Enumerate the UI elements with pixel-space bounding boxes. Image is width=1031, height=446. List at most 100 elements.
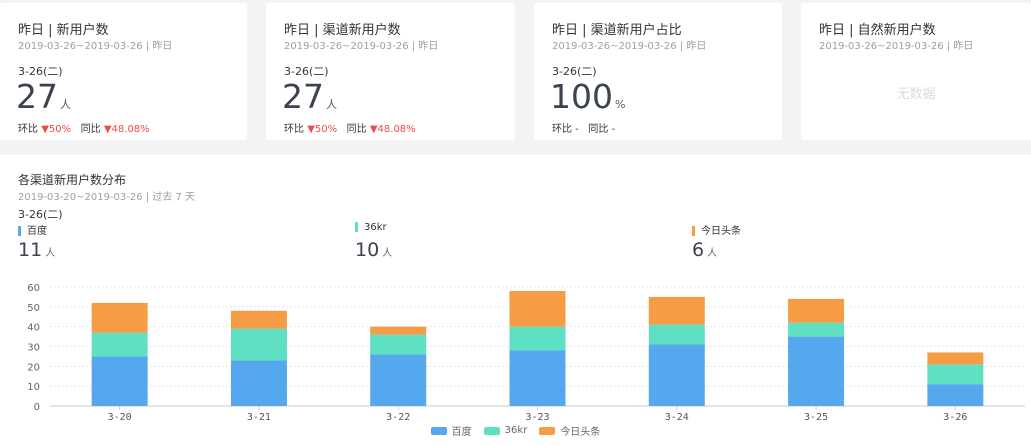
bar-segment (648, 344, 705, 406)
ring-label: 环比 - (552, 124, 579, 135)
x-tick-label: 3-21 (247, 412, 271, 421)
bar-segment (648, 296, 705, 325)
legend-swatch (430, 426, 447, 435)
legend-value-baidu: 11 人 (18, 239, 55, 261)
y-tick-label: 30 (27, 343, 40, 354)
value-unit: 人 (45, 248, 56, 259)
card-compare: 环比 ▼50% 同比 ▼48.08% (18, 120, 150, 135)
value-unit: 人 (382, 248, 393, 259)
legend-item-toutiao[interactable]: 今日头条 (692, 222, 741, 237)
bar-segment (509, 326, 566, 351)
bar-segment (91, 356, 148, 406)
value-number: 6 (692, 239, 705, 261)
value-number: 10 (355, 239, 380, 261)
bar-segment (788, 336, 845, 406)
bar-segment (230, 360, 287, 406)
stacked-bar-chart: 0 10 20 30 40 50 60 3-20 3-21 3-22 3-23 3-24 3-25 3-2… (27, 283, 1025, 421)
legend-item-baidu[interactable]: 百度 (18, 222, 47, 237)
36kr-swatch (355, 222, 358, 232)
value-unit: 人 (707, 248, 718, 259)
legend-label: 百度 (451, 427, 472, 438)
legend-item-36kr[interactable]: 36kr (355, 222, 387, 233)
yoy-label: 同比 - (588, 124, 616, 135)
ring-value: ▼50% (41, 124, 72, 135)
card-subtitle: 2019-03-26~2019-03-26 | 昨日 (552, 41, 707, 52)
x-tick-label: 3-26 (943, 412, 967, 421)
ring-label: 环比 (18, 124, 38, 135)
bar-segment (370, 334, 427, 355)
card-value: 27 人 (282, 77, 337, 125)
x-tick-label: 3-20 (108, 412, 132, 421)
section-title: 各渠道新用户数分布 (18, 173, 127, 187)
kpi-card-channel-ratio: 昨日 | 渠道新用户占比 2019-03-26~2019-03-26 | 昨日 … (534, 3, 782, 140)
x-tick-label: 3-24 (665, 412, 689, 421)
chart-legend-item[interactable]: 36kr (483, 425, 528, 436)
y-tick-label: 10 (27, 382, 40, 393)
card-title: 昨日 | 新用户数 (18, 23, 109, 38)
legend-label: 36kr (504, 425, 528, 436)
bar-segment (91, 332, 148, 357)
bar-segment (91, 302, 148, 333)
legend-label: 今日头条 (560, 427, 601, 438)
bar-segment (648, 324, 705, 345)
chart-legend-item[interactable]: 百度 (430, 423, 472, 438)
legend-swatch (483, 426, 500, 435)
card-value: 100% (550, 77, 625, 125)
kpi-card-channel-new-users: 昨日 | 渠道新用户数 2019-03-26~2019-03-26 | 昨日 3… (266, 3, 515, 140)
card-value-number: 27 (282, 77, 324, 116)
x-tick-label: 3-23 (525, 412, 549, 421)
kpi-card-organic-new-users: 昨日 | 自然新用户数 2019-03-26~2019-03-26 | 昨日 无… (801, 3, 1031, 140)
bar-segment (370, 326, 427, 335)
no-data-text: 无数据 (896, 87, 936, 102)
card-subtitle: 2019-03-26~2019-03-26 | 昨日 (284, 41, 439, 52)
legend-label: 百度 (27, 226, 47, 237)
x-tick-label: 3-25 (804, 412, 828, 421)
card-value-unit: 人 (326, 98, 337, 111)
ring-label: 环比 (284, 124, 304, 135)
card-title: 昨日 | 自然新用户数 (819, 23, 936, 38)
yoy-value: ▼48.08% (103, 124, 150, 135)
channel-distribution-panel: 各渠道新用户数分布 2019-03-20~2019-03-26 | 过去 7 天… (0, 155, 1031, 446)
section-date: 3-26(二) (18, 208, 63, 221)
card-compare: 环比 - 同比 - (552, 120, 615, 135)
bar-segment (927, 384, 984, 406)
bar-segment (509, 350, 566, 406)
card-title: 昨日 | 渠道新用户占比 (552, 23, 682, 38)
bar-segment (370, 354, 427, 406)
yoy-label: 同比 (346, 124, 367, 135)
y-tick-label: 50 (27, 303, 40, 314)
card-subtitle: 2019-03-26~2019-03-26 | 昨日 (819, 41, 974, 52)
card-subtitle: 2019-03-26~2019-03-26 | 昨日 (18, 41, 173, 52)
card-compare: 环比 ▼50% 同比 ▼48.08% (284, 120, 416, 135)
ring-value: ▼50% (307, 124, 338, 135)
chart-legend: 百度 36kr 今日头条 (0, 423, 1031, 438)
y-tick-label: 60 (27, 283, 40, 294)
bar-segment (509, 290, 566, 327)
bar-segment (927, 364, 984, 385)
kpi-card-new-users: 昨日 | 新用户数 2019-03-26~2019-03-26 | 昨日 3-2… (0, 3, 247, 140)
card-date: 3-26(二) (284, 65, 329, 78)
bar-segment (788, 322, 845, 337)
yoy-label: 同比 (80, 124, 101, 135)
yoy-value: ▼48.08% (369, 124, 416, 135)
baidu-swatch (18, 226, 21, 236)
y-tick-label: 40 (27, 323, 40, 334)
value-number: 11 (18, 239, 43, 261)
card-date: 3-26(二) (18, 65, 63, 78)
card-value-unit: 人 (60, 98, 71, 111)
bar-segment (230, 310, 287, 329)
y-tick-label: 20 (27, 362, 40, 373)
bar-segment (230, 328, 287, 361)
bar-segment (788, 298, 845, 323)
card-title: 昨日 | 渠道新用户数 (284, 23, 401, 38)
card-value: 27 人 (16, 77, 71, 125)
card-value-number: 27 (16, 77, 58, 116)
card-date: 3-26(二) (552, 65, 597, 78)
legend-label: 今日头条 (701, 226, 741, 237)
toutiao-swatch (692, 226, 695, 236)
card-value-number: 100 (550, 77, 613, 116)
legend-value-36kr: 10 人 (355, 239, 392, 261)
legend-swatch (539, 426, 556, 435)
chart-legend-item[interactable]: 今日头条 (539, 423, 600, 438)
